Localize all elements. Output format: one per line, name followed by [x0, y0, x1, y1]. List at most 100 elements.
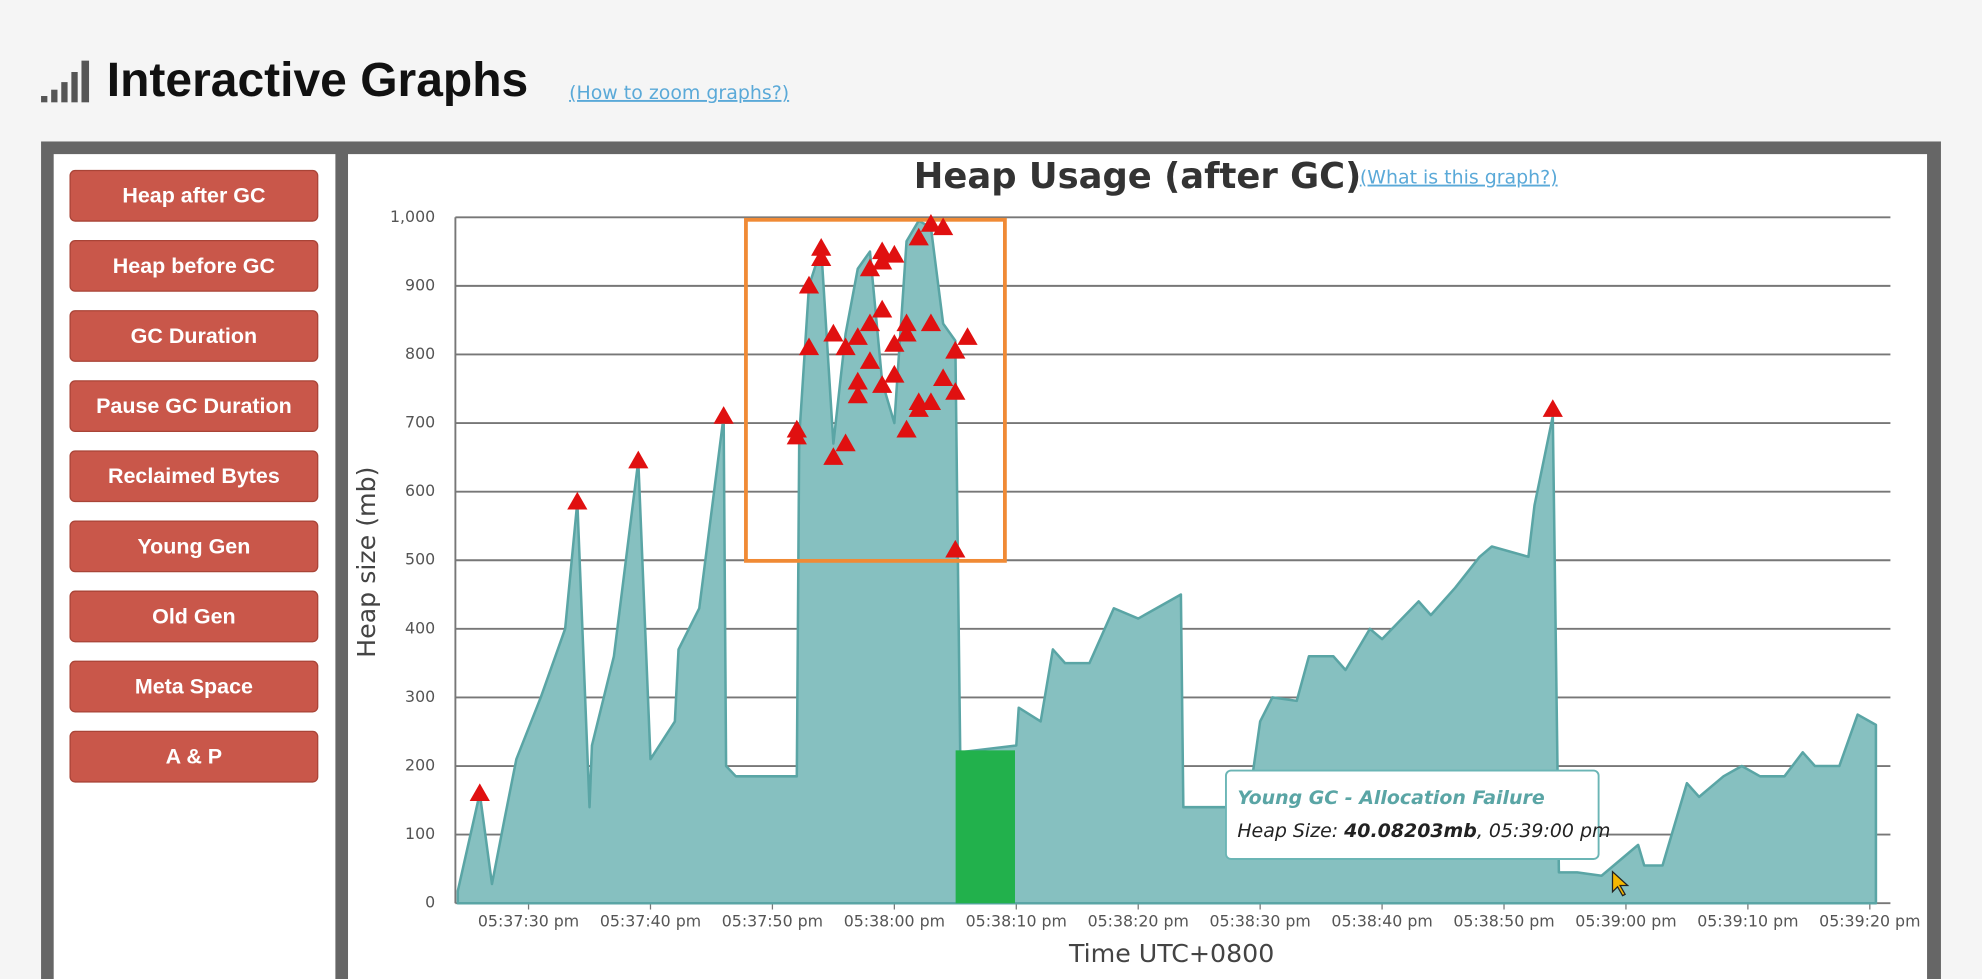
nav-button[interactable]: Heap after GC	[69, 169, 319, 222]
y-tick-label: 200	[405, 756, 435, 775]
y-tick-label: 700	[405, 413, 435, 432]
gc-marker	[896, 419, 917, 438]
gc-marker	[713, 406, 734, 424]
gc-marker	[469, 783, 490, 802]
gc-marker	[798, 337, 820, 356]
button-label[interactable]: Meta Space	[135, 674, 253, 698]
x-tick-label: 05:39:20 pm	[1819, 912, 1920, 931]
x-tick-label: 05:37:40 pm	[600, 912, 701, 931]
button-shape[interactable]	[69, 660, 319, 713]
x-tick-label: 05:39:00 pm	[1575, 912, 1676, 931]
gc-marker	[872, 299, 893, 318]
nav-button[interactable]: GC Duration	[69, 310, 319, 362]
tooltip-part: , 05:39:00 pm	[1477, 820, 1611, 842]
gc-marker	[872, 375, 893, 393]
gc-marker	[847, 385, 868, 404]
nav-button[interactable]: Heap before GC	[69, 240, 319, 292]
gc-marker	[896, 323, 917, 342]
gc-marker	[823, 447, 844, 465]
button-label[interactable]: Young Gen	[137, 534, 250, 558]
nav-button[interactable]: Young Gen	[69, 520, 319, 573]
tooltip-part: 40.08203mb	[1343, 820, 1477, 842]
gc-marker	[957, 327, 978, 345]
nav-button[interactable]: A & P	[69, 730, 319, 783]
gc-marker	[945, 382, 966, 400]
button-label[interactable]: GC Duration	[131, 324, 257, 348]
button-shape[interactable]	[69, 380, 319, 433]
gc-marker	[920, 313, 942, 332]
x-tick-label: 05:38:10 pm	[966, 912, 1067, 931]
button-shape[interactable]	[69, 169, 319, 222]
button-shape[interactable]	[69, 310, 319, 362]
y-tick-label: 500	[405, 550, 435, 569]
tooltip-text: Heap Size: 40.08203mb, 05:39:00 pm	[1237, 820, 1610, 842]
y-tick-label: 800	[405, 344, 435, 363]
nav-button[interactable]: Pause GC Duration	[69, 380, 319, 433]
tooltip: Young GC - Allocation Failure Heap Size: …	[1225, 769, 1610, 860]
x-tick-label: 05:38:50 pm	[1453, 912, 1554, 931]
gc-marker	[811, 238, 832, 256]
button-label[interactable]: A & P	[166, 745, 222, 769]
gc-marker	[884, 244, 905, 263]
tooltip-box	[1225, 769, 1600, 860]
nav-button[interactable]: Meta Space	[69, 660, 319, 713]
gc-marker	[872, 241, 893, 260]
gc-marker	[1542, 399, 1563, 417]
x-tick-label: 05:38:40 pm	[1331, 912, 1432, 931]
zoom-selection	[744, 217, 1007, 563]
button-shape[interactable]	[69, 590, 319, 643]
x-tick-label: 05:38:00 pm	[844, 912, 945, 931]
gc-marker	[933, 368, 954, 387]
button-label[interactable]: Reclaimed Bytes	[108, 464, 280, 488]
gc-marker	[908, 227, 929, 246]
page-title: Interactive Graphs	[107, 54, 529, 107]
tooltip-part: Heap Size:	[1237, 820, 1344, 842]
y-tick-label: 0	[425, 893, 435, 912]
gc-marker	[847, 371, 868, 390]
button-shape[interactable]	[69, 520, 319, 573]
y-axis-label: Heap size (mb)	[352, 466, 381, 657]
gc-marker	[933, 217, 954, 236]
gc-marker	[847, 327, 868, 345]
chart-help-link[interactable]: (What is this graph?)	[1360, 167, 1558, 189]
header-icon	[41, 60, 90, 103]
gc-marker	[786, 426, 807, 445]
gc-marker	[884, 364, 905, 383]
x-tick-label: 05:37:30 pm	[478, 912, 579, 931]
help-link[interactable]: (How to zoom graphs?)	[569, 82, 789, 104]
gc-marker	[567, 491, 588, 510]
gc-marker	[945, 340, 966, 359]
gc-marker	[835, 337, 856, 356]
gc-marker	[945, 539, 966, 558]
button-shape[interactable]	[69, 450, 319, 503]
gc-marker	[811, 248, 832, 267]
button-label[interactable]: Pause GC Duration	[96, 394, 292, 418]
y-tick-label: 400	[405, 618, 435, 637]
y-tick-label: 300	[405, 687, 435, 706]
gc-marker	[896, 313, 917, 332]
gc-marker	[859, 351, 881, 369]
button-shape[interactable]	[69, 240, 319, 292]
y-tick-label: 1,000	[390, 207, 435, 226]
nav-button[interactable]: Reclaimed Bytes	[69, 450, 319, 503]
plot: 0 100 200 300 400 500 600 700 800 900 1,000 05:37:3…	[390, 207, 1920, 931]
highlight-bar	[955, 750, 1016, 904]
gc-marker	[920, 214, 942, 232]
button-label[interactable]: Heap before GC	[113, 254, 275, 278]
gc-marker	[872, 251, 893, 270]
cursor	[1611, 870, 1630, 897]
nav-button[interactable]: Old Gen	[69, 590, 319, 643]
button-label[interactable]: Old Gen	[152, 604, 235, 628]
gc-marker	[859, 258, 881, 277]
gc-marker	[884, 334, 905, 352]
heap-area	[456, 219, 1878, 905]
button-label[interactable]: Heap after GC	[122, 184, 265, 208]
tooltip-title: Young GC - Allocation Failure	[1237, 787, 1545, 809]
x-tick-label: 05:38:30 pm	[1210, 912, 1311, 931]
gc-marker	[823, 323, 844, 342]
y-tick-label: 900	[405, 275, 435, 294]
button-shape[interactable]	[69, 730, 319, 783]
gc-marker	[798, 275, 820, 294]
